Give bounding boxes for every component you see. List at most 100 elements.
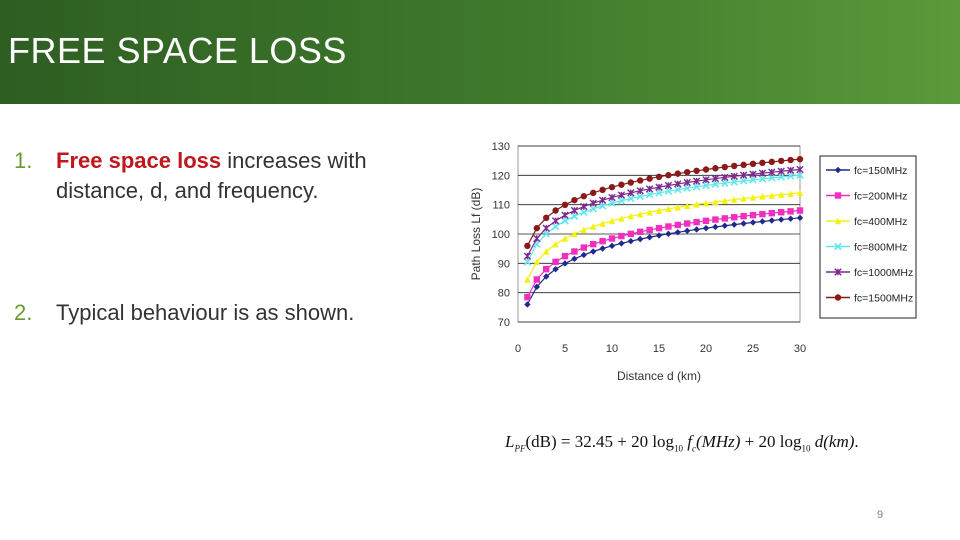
data-point [702,217,710,225]
data-point [580,208,588,217]
x-axis-label: Distance d (km) [617,369,701,383]
y-tick-label: 80 [498,288,510,300]
data-point [645,190,654,199]
data-point [543,265,550,273]
formula-plus: + 20 log [740,432,802,451]
legend-label: fc=1000MHz [854,267,913,279]
data-point [731,214,738,221]
data-point [646,209,653,216]
data-point [796,189,804,197]
data-point [674,180,682,188]
legend-label: fc=200MHz [854,191,907,203]
data-point [618,215,625,222]
data-point [533,276,540,283]
data-point [523,252,532,260]
data-point [637,228,644,236]
data-point [627,230,634,238]
data-point [533,234,541,243]
data-point [778,191,785,198]
data-point [590,189,597,197]
page-number: 9 [877,509,884,521]
data-point [693,201,700,208]
legend-label: fc=800MHz [854,242,907,254]
data-point [598,202,607,210]
data-point [740,161,747,169]
y-axis-label: Path Loss Lf (dB) [469,188,483,281]
data-point [551,222,560,231]
data-point [739,177,748,185]
data-point [608,235,616,242]
formula-fc-sub: c [692,443,697,454]
data-point [787,156,794,164]
data-point [674,204,681,211]
x-tick-label: 10 [606,343,618,355]
data-point [740,212,747,220]
data-point [599,186,606,194]
data-point [768,174,776,182]
data-point [834,217,842,225]
data-point [608,183,616,191]
data-point [749,219,757,226]
data-point [561,252,569,260]
data-point [655,232,663,239]
data-point [834,192,842,199]
formula-lhs-sub: PF [514,443,526,454]
data-point [580,202,588,211]
slide-title: FREE SPACE LOSS [8,30,347,71]
data-point [637,210,644,218]
data-point [721,173,729,182]
y-tick-label: 90 [498,258,510,270]
data-point [646,226,653,234]
data-point [664,181,673,190]
data-point [740,195,747,202]
data-point [571,196,578,204]
data-point [598,196,607,204]
data-point [834,166,842,174]
data-point [721,215,728,222]
data-point [599,220,606,227]
bullet-number: 2. [14,300,33,325]
data-point [571,248,578,255]
series-fc=1000MHz [523,165,804,260]
data-point [674,170,681,177]
data-point [786,166,795,175]
data-point [711,180,720,189]
data-point [731,196,738,203]
data-point [711,174,720,183]
data-point [590,240,597,248]
formula-lhs: L [505,432,515,451]
data-point [552,258,559,266]
x-tick-label: 5 [562,343,568,355]
bullet-highlight: Free space loss [56,148,222,173]
data-point [796,171,804,179]
data-point [618,181,625,188]
formula-fc: f [687,432,693,451]
data-point [684,202,691,210]
data-point [693,167,700,174]
data-point [768,158,775,166]
data-point [655,173,663,181]
legend-label: fc=150MHz [854,165,907,177]
data-point [627,179,634,186]
data-point [721,197,728,204]
data-point [712,216,719,223]
series-fc=200MHz [524,207,804,301]
data-point [692,183,701,191]
data-point [702,176,710,184]
data-point [523,258,532,266]
data-point [749,176,757,184]
data-point [787,190,794,197]
data-point [702,181,710,190]
data-point [580,226,587,234]
data-point [533,224,540,232]
data-point [786,172,795,180]
data-point [627,194,635,203]
y-tick-label: 130 [492,141,510,153]
data-point [552,240,559,248]
formula-log-sub-2: 10 [801,443,811,454]
data-point [665,223,672,230]
data-point [608,199,616,207]
y-tick-label: 110 [492,200,510,212]
formula-eq: = 32.45 + 20 log [556,432,675,451]
data-point [665,205,672,213]
